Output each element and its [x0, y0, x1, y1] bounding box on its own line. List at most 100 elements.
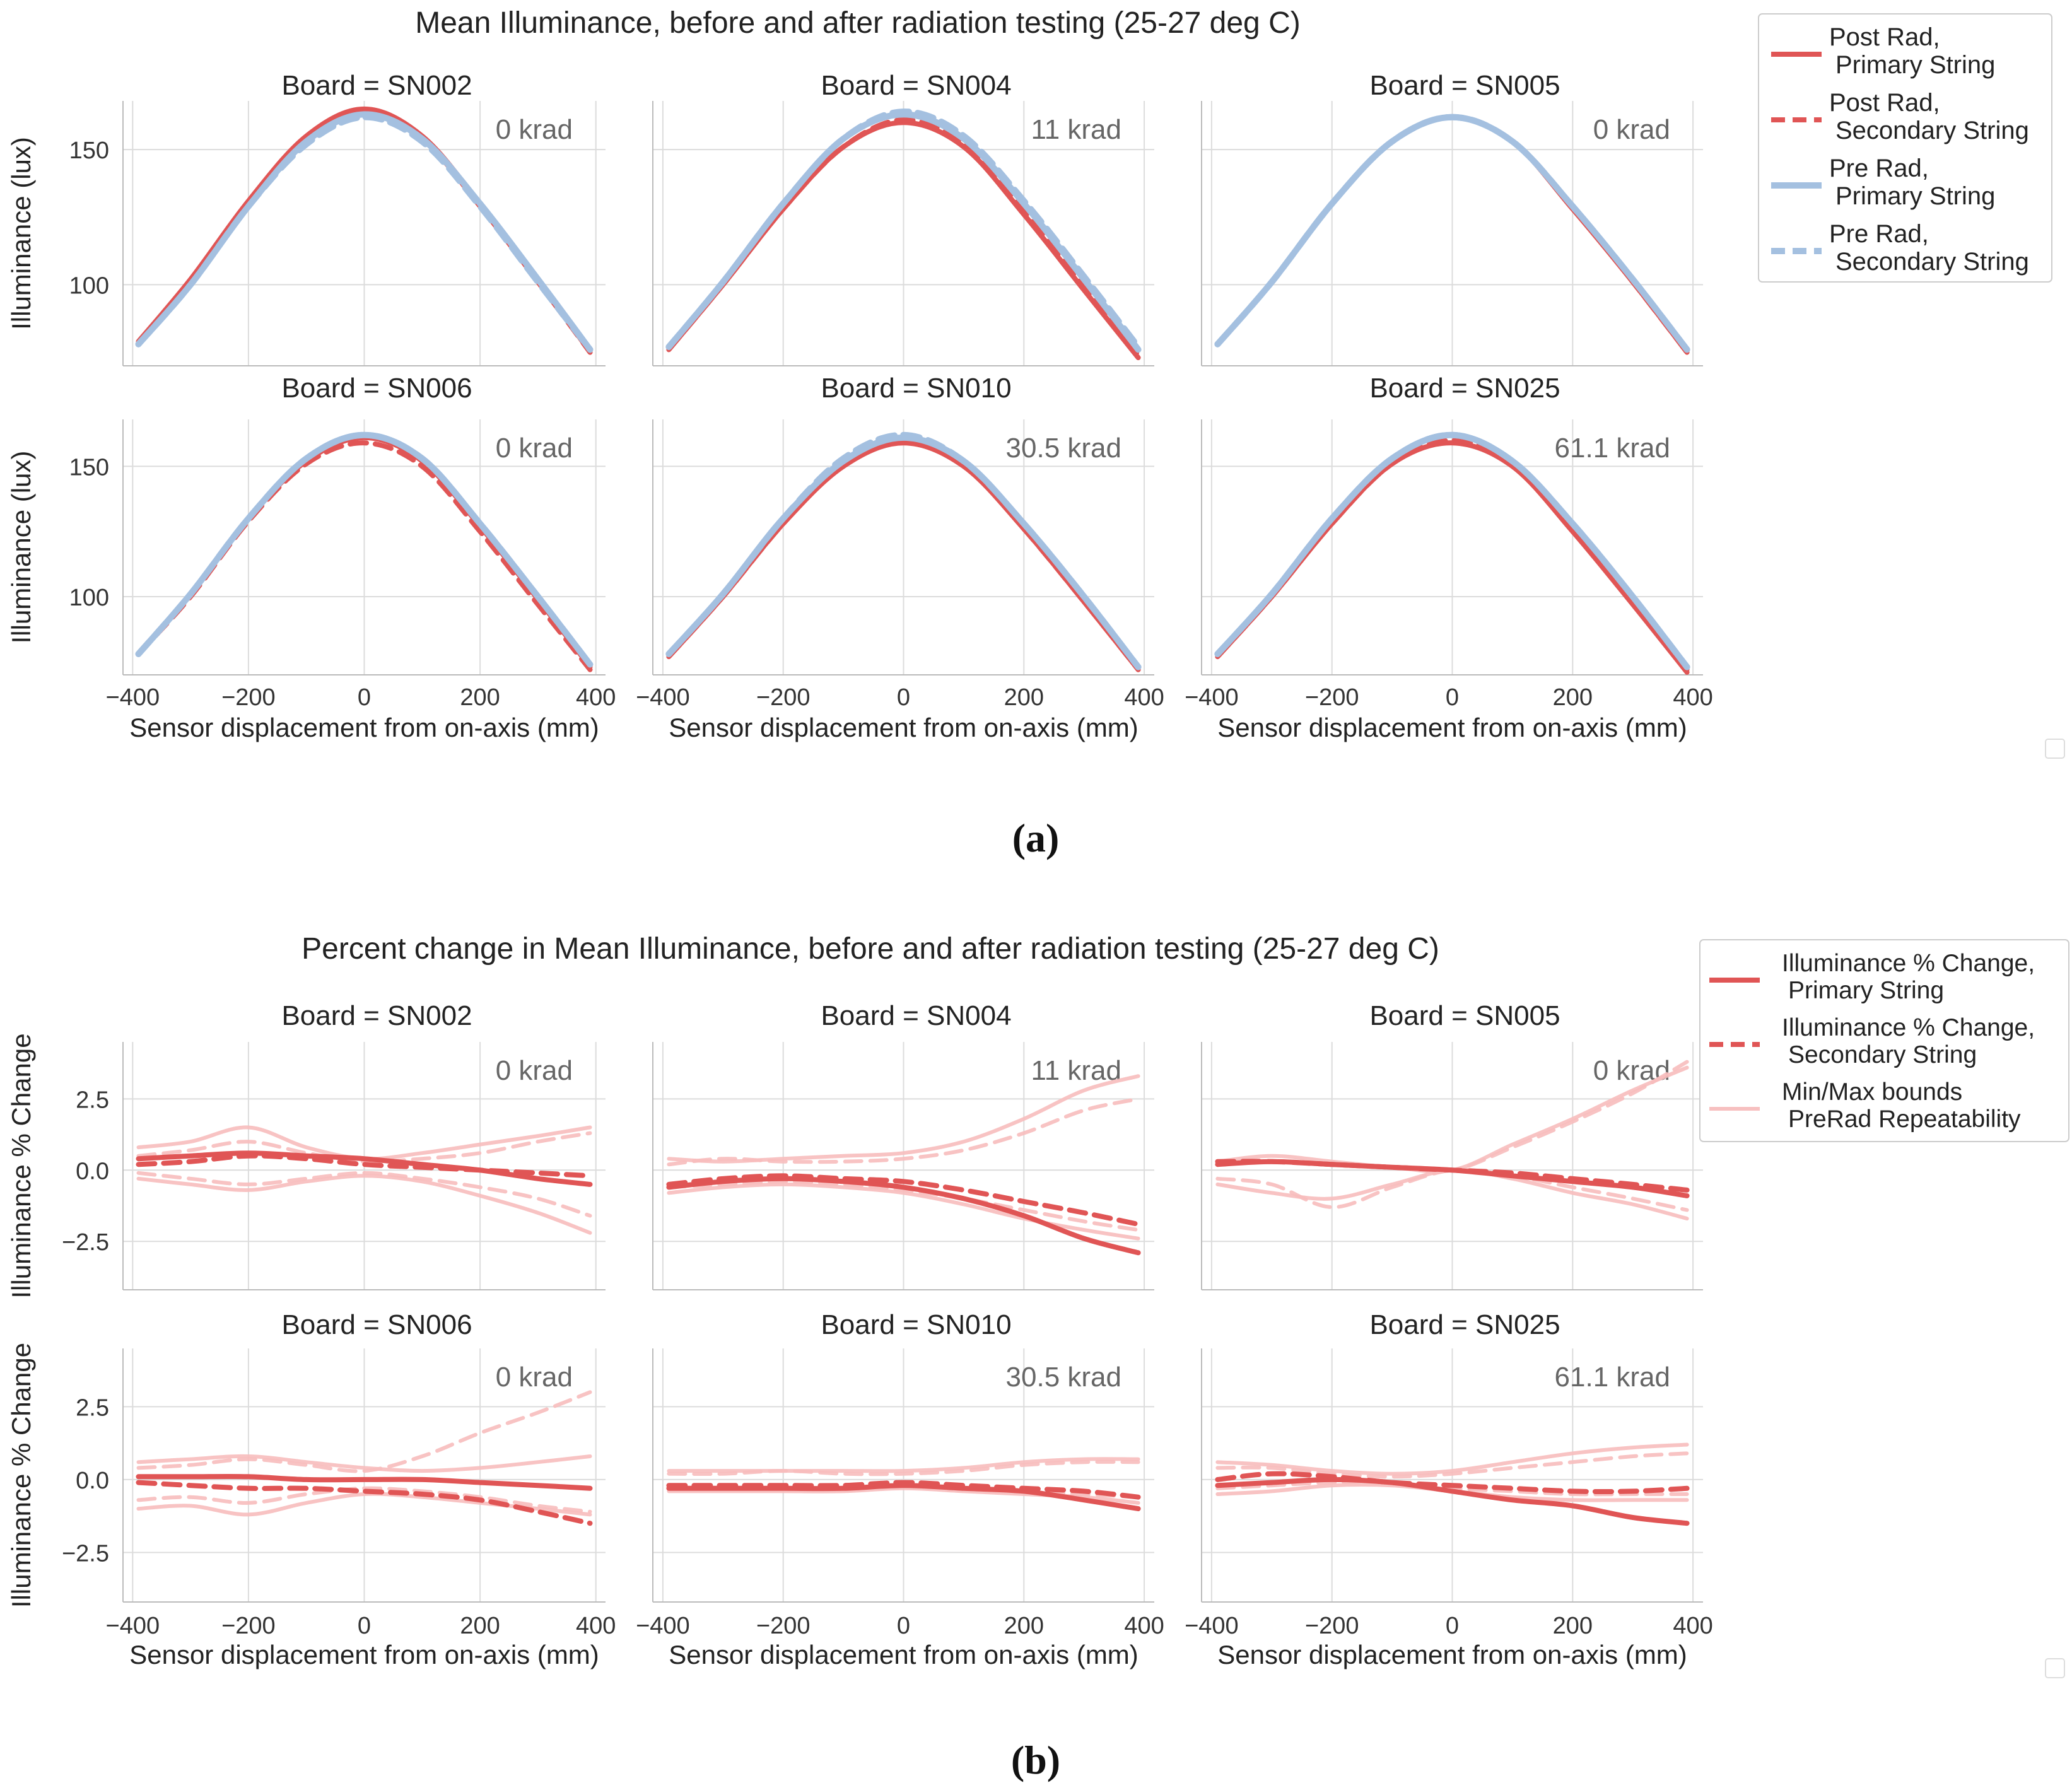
- x-tick-label: 0: [1446, 684, 1459, 711]
- chart-title: Percent change in Mean Illuminance, befo…: [301, 932, 1439, 966]
- panel-title: Board = SN025: [1369, 373, 1560, 404]
- figure-caption: (b): [1011, 1738, 1060, 1782]
- panel-title: Board = SN004: [821, 70, 1011, 101]
- x-tick-label: −200: [756, 1613, 811, 1639]
- series-line: [136, 1150, 593, 1187]
- y-tick-label: 150: [69, 137, 109, 164]
- series-line: [667, 1459, 1140, 1476]
- x-tick-label: −200: [1305, 684, 1359, 711]
- x-tick-label: 200: [460, 1613, 500, 1639]
- series-line: [666, 1483, 1141, 1512]
- y-axis-label: Illuminance % Change: [6, 1033, 36, 1298]
- series-line: [665, 108, 1142, 350]
- series-line: [136, 1486, 592, 1514]
- series-line: [1215, 1159, 1690, 1193]
- x-tick-label: −400: [1185, 684, 1239, 711]
- series-line: [1215, 1476, 1690, 1526]
- legend-label-line: Secondary String: [1835, 117, 2029, 144]
- dose-annotation: 30.5 krad: [1006, 1362, 1121, 1393]
- dose-annotation: 0 krad: [496, 1362, 573, 1393]
- legend-label-line: Post Rad,: [1829, 23, 1940, 51]
- series-line: [1215, 1442, 1689, 1476]
- x-tick-label: −200: [221, 1613, 276, 1639]
- x-tick-label: −200: [756, 684, 811, 711]
- panel-title: Board = SN010: [821, 373, 1011, 404]
- legend-label: Min/Max bounds PreRad Repeatability: [1782, 1079, 2021, 1133]
- dose-annotation: 11 krad: [1031, 1055, 1122, 1086]
- legend-label-line: Illuminance % Change,: [1782, 950, 2035, 977]
- y-axis-label: Illuminance % Change: [6, 1343, 36, 1608]
- panel-title: Board = SN005: [1369, 70, 1560, 101]
- dose-annotation: 0 krad: [496, 1055, 573, 1086]
- x-tick-label: −400: [636, 684, 690, 711]
- legend-label-line: Post Rad,: [1829, 89, 1940, 117]
- x-tick-label: 200: [1553, 1613, 1593, 1639]
- x-axis-label: Sensor displacement from on-axis (mm): [669, 713, 1138, 742]
- x-tick-label: −400: [106, 684, 160, 711]
- panel: Board = SN025 61.1 krad −400 −200 0 200 400Sen…: [1185, 373, 1713, 742]
- x-axis-label: Sensor displacement from on-axis (mm): [129, 713, 599, 742]
- series-line: [136, 1473, 593, 1491]
- dose-annotation: 61.1 krad: [1555, 1362, 1670, 1393]
- panel-title: Board = SN006: [281, 373, 472, 404]
- x-tick-label: 200: [1004, 684, 1044, 711]
- panel-title: Board = SN025: [1369, 1309, 1560, 1340]
- x-tick-label: 0: [1446, 1613, 1459, 1639]
- x-tick-label: 0: [897, 684, 910, 711]
- x-axis-label: Sensor displacement from on-axis (mm): [129, 1640, 599, 1669]
- legend-label: Pre Rad, Secondary String: [1829, 220, 2029, 276]
- series-line: [667, 1182, 1140, 1241]
- series-line: [136, 1390, 592, 1473]
- x-tick-label: 400: [1124, 684, 1164, 711]
- y-tick-label: 2.5: [76, 1087, 109, 1113]
- series-line: [666, 1480, 1141, 1500]
- panel-title: Board = SN010: [821, 1309, 1011, 1340]
- series-line: [667, 1457, 1140, 1473]
- series-line: [1215, 1471, 1690, 1494]
- series-line: [136, 1454, 592, 1473]
- x-tick-label: 400: [576, 1613, 616, 1639]
- figure-caption: (a): [1012, 816, 1060, 860]
- legend-frame: [1699, 939, 2069, 1142]
- panel: Board = SN006 0 krad 100 150 Illuminance (lu…: [6, 373, 616, 742]
- legend-label-line: Primary String: [1788, 977, 1944, 1004]
- series-line: [136, 1171, 592, 1218]
- x-tick-label: 0: [358, 684, 371, 711]
- series-line: [1214, 114, 1690, 353]
- legend-label-line: PreRad Repeatability: [1788, 1106, 2021, 1133]
- x-tick-label: 0: [897, 1613, 910, 1639]
- y-tick-label: 0.0: [76, 1468, 109, 1494]
- x-tick-label: 400: [1673, 1613, 1712, 1639]
- x-tick-label: −200: [1305, 1613, 1359, 1639]
- x-tick-label: 0: [358, 1613, 371, 1639]
- dose-annotation: 61.1 krad: [1555, 433, 1670, 464]
- series-line: [1215, 1451, 1689, 1479]
- dose-annotation: 30.5 krad: [1006, 433, 1121, 464]
- y-axis-label: Illuminance (lux): [6, 451, 36, 644]
- x-tick-label: −400: [636, 1613, 690, 1639]
- panel: Board = SN010 30.5 krad −400 −200 0 200 400Sen…: [636, 373, 1164, 742]
- dose-annotation: 0 krad: [1593, 1055, 1670, 1086]
- series-line: [136, 1131, 592, 1164]
- dose-annotation: 11 krad: [1031, 114, 1122, 145]
- series-line: [135, 431, 594, 668]
- x-tick-label: 200: [1004, 1613, 1044, 1639]
- y-tick-label: 150: [69, 454, 109, 481]
- dose-annotation: 0 krad: [496, 433, 573, 464]
- x-tick-label: 400: [576, 684, 616, 711]
- legend-label-line: Pre Rad,: [1829, 155, 1929, 182]
- panel: Board = SN010 30.5 krad −400 −200 0 200 400Sen…: [636, 1309, 1164, 1669]
- series-line: [135, 114, 594, 353]
- x-tick-label: −200: [221, 684, 276, 711]
- y-tick-label: 100: [69, 272, 109, 299]
- x-tick-label: 400: [1124, 1613, 1164, 1639]
- legend-label-line: Secondary String: [1835, 248, 2029, 276]
- panel: Board = SN004 11 krad: [652, 70, 1154, 366]
- series-line: [666, 1176, 1141, 1256]
- series-line: [136, 1153, 593, 1179]
- series-line: [665, 431, 1142, 670]
- panel-title: Board = SN005: [1369, 1000, 1560, 1031]
- series-line: [1215, 1480, 1689, 1497]
- series-line: [667, 1074, 1140, 1164]
